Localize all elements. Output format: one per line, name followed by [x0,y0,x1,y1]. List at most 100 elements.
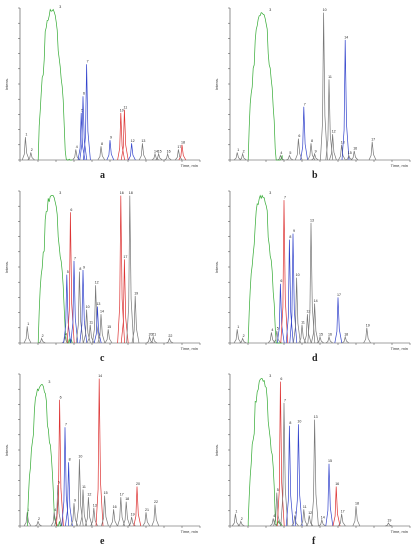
peak-c-11 [86,324,95,344]
peak-label-f-19: 19 [387,518,391,522]
peak-b-16 [350,150,359,161]
peak-d-4 [267,332,276,344]
peak-c-13 [93,306,102,344]
peak-d-10 [293,277,301,344]
peak-d-11 [298,324,307,344]
peak-c-5 [63,274,71,344]
peak-e-16 [110,509,118,527]
peak-label-b-5: 5 [289,151,291,155]
peak-f-4 [269,518,278,527]
x-axis-label: Time, min [181,529,198,534]
peak-label-f-9: 9 [295,511,297,515]
peak-label-c-19: 19 [134,291,138,295]
peak-label-c-16: 16 [120,191,124,195]
peak-label-b-2: 2 [243,149,245,153]
peak-d-14 [311,303,319,344]
peak-label-e-2: 2 [38,517,40,521]
peak-d-3 [247,194,283,344]
peak-label-a-14: 14 [154,149,158,153]
peak-label-d-14: 14 [314,299,318,303]
peak-label-b-14: 14 [344,35,348,39]
peak-label-e-9: 9 [74,499,76,503]
peak-label-b-13: 13 [341,140,345,144]
peak-label-e-14: 14 [98,374,102,378]
peak-label-b-4: 4 [280,151,282,155]
panel-label-b: b [312,170,318,181]
y-axis-label: Intens. [214,444,219,456]
peak-label-e-16: 16 [113,505,117,509]
peak-d-13 [307,222,316,344]
peak-label-e-11: 11 [82,485,86,489]
panel-f: Intens. Time, min 1 2 3 4 5 6 7 8 9 10 11 12 13 14 15 16 1… [210,366,419,550]
peak-label-d-4: 4 [271,328,273,332]
peak-label-a-12: 12 [131,139,135,143]
peak-label-a-2: 2 [31,148,33,152]
peak-f-16 [332,486,341,527]
peak-b-3 [247,12,283,161]
peak-a-12 [128,143,136,161]
panel-a: Intens. Time, min 1 2 3 4 5 6 7 8 9 10 11 12 13 14 15 16 1… [0,0,209,183]
chromatogram-e: Intens.Time, min123456789101112131415161… [4,373,201,534]
peak-a-2 [27,152,35,161]
peak-c-22 [166,337,174,344]
peak-b-11 [325,79,334,161]
peak-a-3 [37,8,73,161]
peak-label-c-17: 17 [123,255,127,259]
peak-label-a-8: 8 [101,142,103,146]
peak-label-c-14: 14 [100,310,104,314]
peak-label-b-6: 6 [298,134,300,138]
peak-label-c-7: 7 [74,256,76,260]
peak-label-a-16: 16 [167,149,171,153]
peak-d-19 [363,327,371,344]
peak-label-e-22: 22 [154,500,158,504]
peak-label-f-16: 16 [335,482,339,486]
peak-d-9 [289,233,298,344]
peak-f-10 [294,424,303,527]
peak-b-14 [341,39,350,161]
peak-f-18 [352,506,361,527]
peak-label-f-17: 17 [341,509,345,513]
peak-label-d-10: 10 [296,273,300,277]
peak-e-9 [70,503,79,527]
panel-e: Intens. Time, min 1 2 3 4 5 6 7 8 9 10 11 12 13 14 15 16 1… [0,366,209,550]
peak-label-d-18: 18 [344,332,348,336]
peak-label-a-15: 15 [158,149,162,153]
x-axis-label: Time, min [391,163,408,168]
peak-c-9 [79,269,88,344]
peak-label-e-3: 3 [48,380,50,384]
peak-a-15 [155,152,163,161]
peak-a-16 [164,152,172,161]
panel-b: Intens. Time, min 1 2 3 4 5 6 7 8 9 10 11 12 13 14 15 16 1… [210,0,419,183]
panel-label-c: c [100,353,105,364]
peak-f-19 [385,522,393,527]
peak-label-d-8: 8 [289,235,291,239]
peak-e-7 [61,427,70,527]
peak-label-e-20: 20 [136,482,140,486]
peak-label-e-7: 7 [65,423,67,427]
peak-c-6 [66,212,75,344]
peak-a-5 [77,112,86,161]
peak-label-d-19: 19 [366,323,370,327]
peak-label-f-7: 7 [284,398,286,402]
peak-f-7 [280,402,289,527]
peak-label-f-1: 1 [235,509,237,513]
peak-c-19 [131,295,140,344]
peak-d-17 [334,297,343,344]
peak-e-12 [84,497,93,527]
peak-c-2 [38,337,46,344]
peak-label-e-8: 8 [69,458,71,462]
peak-label-d-16: 16 [328,332,332,336]
peak-label-b-7: 7 [304,102,306,106]
peak-label-e-13: 13 [93,503,97,507]
peak-label-a-1: 1 [25,133,27,137]
peak-e-6 [56,399,64,527]
panel-label-d: d [312,353,318,364]
peak-b-2 [239,152,247,161]
x-axis-label: Time, min [181,346,198,351]
panel-label-f: f [312,536,316,547]
peak-label-d-17: 17 [337,293,341,297]
peak-c-12 [92,285,100,344]
peak-a-13 [138,143,147,161]
peak-label-f-15: 15 [328,459,332,463]
